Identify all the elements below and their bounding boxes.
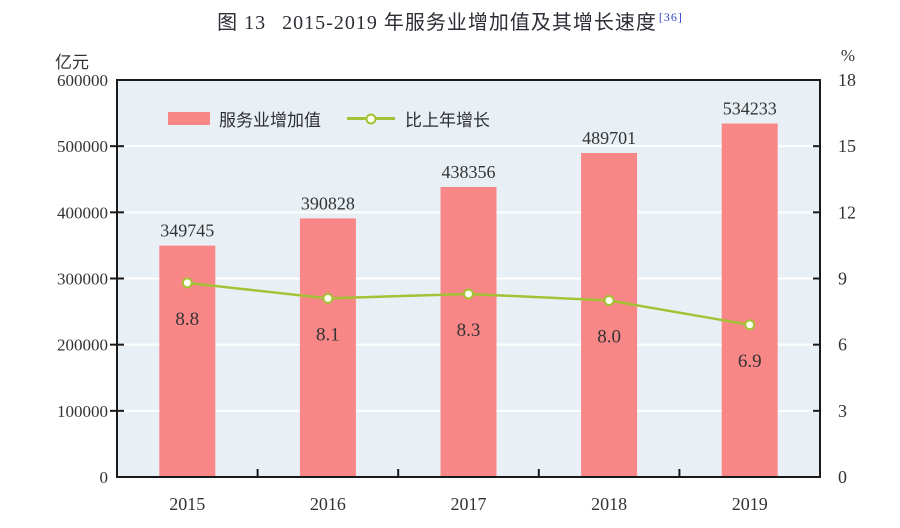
x-axis-category-label: 2019 xyxy=(732,494,768,514)
y-axis-left-tick-label: 500000 xyxy=(57,137,108,156)
legend-line-label: 比上年增长 xyxy=(405,111,490,130)
line-value-label: 8.1 xyxy=(316,324,340,345)
y-axis-left-tick-label: 300000 xyxy=(57,270,108,289)
x-axis-category-label: 2017 xyxy=(451,494,487,514)
legend-bar-label: 服务业增加值 xyxy=(219,111,321,130)
line-value-label: 6.9 xyxy=(738,351,762,372)
chart-title: 图 13 2015-2019 年服务业增加值及其增长速度 [36] xyxy=(0,6,900,35)
y-axis-right-tick-label: 15 xyxy=(838,136,856,156)
x-axis-category-label: 2018 xyxy=(591,494,627,514)
legend-line-marker-icon xyxy=(365,113,377,124)
line-marker-2017 xyxy=(463,288,474,300)
line-marker-2018 xyxy=(603,295,615,307)
y-axis-left-tick-label: 0 xyxy=(100,468,109,487)
y-axis-right-tick-label: 0 xyxy=(838,467,847,487)
bar-2016 xyxy=(299,218,356,477)
line-value-label: 8.0 xyxy=(597,327,621,348)
line-value-label: 8.3 xyxy=(457,320,481,341)
y-axis-left-tick-label: 200000 xyxy=(57,336,108,355)
line-marker-2016 xyxy=(322,292,334,304)
bar-value-label: 349745 xyxy=(160,221,214,241)
line-marker-2015 xyxy=(181,277,193,289)
line-value-label: 8.8 xyxy=(175,309,199,330)
x-axis-category-label: 2016 xyxy=(310,494,346,514)
footnote-ref[interactable]: [36] xyxy=(658,10,683,25)
y-axis-right-tick-label: 18 xyxy=(838,70,856,90)
figure-number: 图 13 xyxy=(217,12,267,34)
bar-2017 xyxy=(440,186,497,477)
right-axis-unit: % xyxy=(840,46,856,65)
y-axis-right-tick-label: 12 xyxy=(838,202,856,222)
y-axis-left-tick-label: 400000 xyxy=(57,203,108,222)
title-text: 2015-2019 年服务业增加值及其增长速度 xyxy=(282,12,657,34)
legend-line-symbol-icon xyxy=(347,113,395,124)
bar-value-label: 390828 xyxy=(301,193,355,213)
legend-bar-swatch-icon xyxy=(168,112,210,125)
bar-2018 xyxy=(581,152,638,477)
y-axis-left-tick-label: 100000 xyxy=(57,402,108,421)
y-axis-right-tick-label: 9 xyxy=(838,269,847,289)
y-axis-right-tick-label: 3 xyxy=(838,401,847,421)
line-marker-2019 xyxy=(744,319,756,331)
bar-value-label: 489701 xyxy=(582,128,636,148)
y-axis-right-tick-label: 6 xyxy=(838,335,847,355)
bar-value-label: 438356 xyxy=(442,162,496,182)
left-axis-unit: 亿元 xyxy=(55,53,89,72)
bar-value-label: 534233 xyxy=(723,99,777,119)
bar-2019 xyxy=(721,123,778,477)
x-axis-category-label: 2015 xyxy=(169,494,205,514)
legend: 服务业增加值 比上年增长 xyxy=(168,106,516,131)
y-axis-left-tick-label: 600000 xyxy=(57,71,108,90)
